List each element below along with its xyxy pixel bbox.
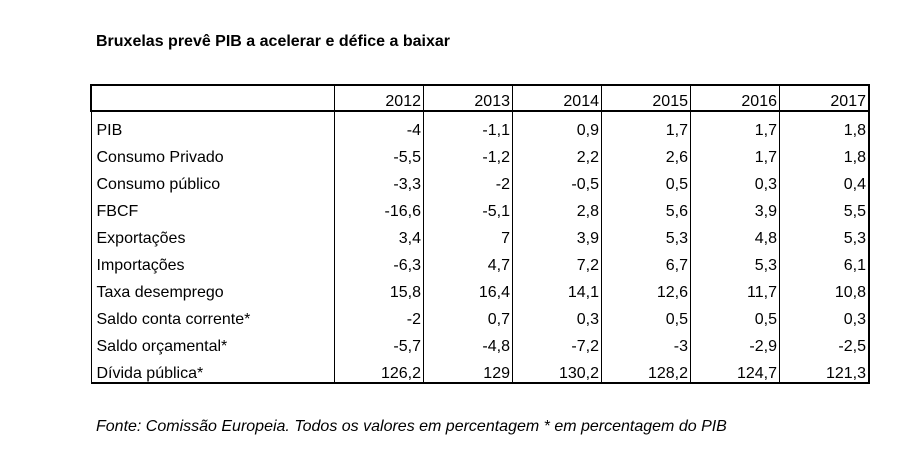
value-cell: 11,7 [690,274,780,301]
value-cell: 2,2 [512,139,602,166]
source-note: Fonte: Comissão Europeia. Todos os valor… [96,418,727,435]
value-cell: 12,6 [601,274,691,301]
value-cell: 128,2 [601,355,691,384]
value-cell: -2,5 [779,328,870,355]
value-cell: -5,1 [423,193,513,220]
row-label: Importações [90,247,335,274]
value-cell: 5,3 [779,220,870,247]
value-cell: -3 [601,328,691,355]
year-header-cell: 2017 [779,84,870,112]
value-cell: 1,8 [779,111,870,139]
row-label: Consumo Privado [90,139,335,166]
row-label: Taxa desemprego [90,274,335,301]
year-header-cell: 2015 [601,84,691,112]
value-cell: 16,4 [423,274,513,301]
row-label: Saldo orçamental* [90,328,335,355]
value-cell: 124,7 [690,355,780,384]
value-cell: 0,7 [423,301,513,328]
value-cell: 6,1 [779,247,870,274]
header-corner-cell [90,84,335,112]
table-row: Saldo conta corrente* -2 0,7 0,3 0,5 0,5 0,3 [90,301,870,328]
value-cell: 5,3 [601,220,691,247]
table-row: Consumo público -3,3 -2 -0,5 0,5 0,3 0,4 [90,166,870,193]
value-cell: -16,6 [334,193,424,220]
value-cell: 1,7 [601,111,691,139]
row-label: Exportações [90,220,335,247]
value-cell: -1,2 [423,139,513,166]
value-cell: 1,7 [690,111,780,139]
value-cell: 7 [423,220,513,247]
value-cell: 0,3 [779,301,870,328]
row-label: Consumo público [90,166,335,193]
year-header-cell: 2012 [334,84,424,112]
value-cell: -3,3 [334,166,424,193]
value-cell: 0,5 [690,301,780,328]
table-row: Importações -6,3 4,7 7,2 6,7 5,3 6,1 [90,247,870,274]
value-cell: 5,6 [601,193,691,220]
value-cell: -4,8 [423,328,513,355]
table-row: Consumo Privado -5,5 -1,2 2,2 2,6 1,7 1,8 [90,139,870,166]
value-cell: 121,3 [779,355,870,384]
value-cell: 0,5 [601,166,691,193]
value-cell: 1,7 [690,139,780,166]
value-cell: 0,3 [512,301,602,328]
value-cell: 0,3 [690,166,780,193]
forecast-table: 2012 2013 2014 2015 2016 2017 PIB -4 -1,1 0,9 1,7 1… [90,84,870,384]
value-cell: 1,8 [779,139,870,166]
value-cell: 129 [423,355,513,384]
value-cell: -2 [423,166,513,193]
value-cell: 0,5 [601,301,691,328]
value-cell: -2 [334,301,424,328]
table-row: PIB -4 -1,1 0,9 1,7 1,7 1,8 [90,111,870,139]
row-label: Saldo conta corrente* [90,301,335,328]
value-cell: -6,3 [334,247,424,274]
value-cell: 2,6 [601,139,691,166]
value-cell: -5,5 [334,139,424,166]
table-row: Saldo orçamental* -5,7 -4,8 -7,2 -3 -2,9 -2,5 [90,328,870,355]
value-cell: -4 [334,111,424,139]
year-header-cell: 2014 [512,84,602,112]
table-row: Taxa desemprego 15,8 16,4 14,1 12,6 11,7 10,8 [90,274,870,301]
value-cell: 14,1 [512,274,602,301]
value-cell: 5,3 [690,247,780,274]
row-label: FBCF [90,193,335,220]
value-cell: 130,2 [512,355,602,384]
value-cell: 2,8 [512,193,602,220]
value-cell: 126,2 [334,355,424,384]
value-cell: 7,2 [512,247,602,274]
value-cell: 0,9 [512,111,602,139]
value-cell: -0,5 [512,166,602,193]
table-row: Dívida pública* 126,2 129 130,2 128,2 124,7 12… [90,355,870,384]
table-row: FBCF -16,6 -5,1 2,8 5,6 3,9 5,5 [90,193,870,220]
value-cell: 15,8 [334,274,424,301]
value-cell: 3,4 [334,220,424,247]
header-row: 2012 2013 2014 2015 2016 2017 [90,84,870,112]
value-cell: 10,8 [779,274,870,301]
value-cell: -2,9 [690,328,780,355]
value-cell: 4,7 [423,247,513,274]
row-label: Dívida pública* [90,355,335,384]
value-cell: 3,9 [512,220,602,247]
value-cell: 3,9 [690,193,780,220]
value-cell: -5,7 [334,328,424,355]
value-cell: 6,7 [601,247,691,274]
table-title: Bruxelas prevê PIB a acelerar e défice a… [96,33,450,50]
year-header-cell: 2013 [423,84,513,112]
row-label: PIB [90,111,335,139]
value-cell: 5,5 [779,193,870,220]
year-header-cell: 2016 [690,84,780,112]
value-cell: 4,8 [690,220,780,247]
value-cell: 0,4 [779,166,870,193]
table-row: Exportações 3,4 7 3,9 5,3 4,8 5,3 [90,220,870,247]
value-cell: -1,1 [423,111,513,139]
value-cell: -7,2 [512,328,602,355]
